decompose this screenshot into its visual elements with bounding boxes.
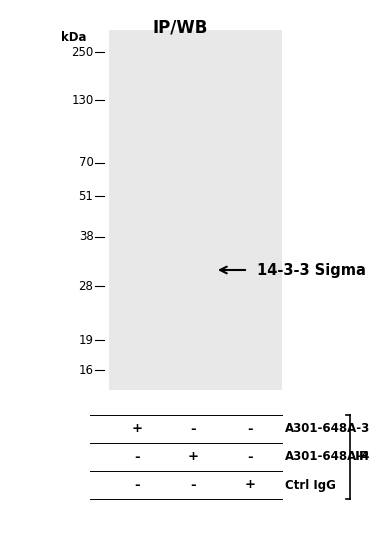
Text: -: - <box>190 423 196 435</box>
Bar <box>109 30 282 390</box>
Text: -: - <box>190 479 196 491</box>
Text: A301-648A-3: A301-648A-3 <box>285 423 370 435</box>
Text: IP/WB: IP/WB <box>153 18 208 36</box>
Text: 28: 28 <box>79 279 93 293</box>
Text: 38: 38 <box>79 231 93 244</box>
Text: 250: 250 <box>71 46 93 59</box>
Text: -: - <box>247 423 253 435</box>
Text: +: + <box>131 423 142 435</box>
Text: 130: 130 <box>71 93 93 107</box>
Text: IP: IP <box>355 451 370 463</box>
Text: +: + <box>245 479 255 491</box>
Text: kDa: kDa <box>61 31 87 44</box>
Text: 19: 19 <box>78 333 93 346</box>
Text: 51: 51 <box>79 189 93 203</box>
Text: 14-3-3 Sigma: 14-3-3 Sigma <box>257 262 366 277</box>
Text: A301-648A-4: A301-648A-4 <box>285 451 371 463</box>
Text: -: - <box>134 451 140 463</box>
Text: -: - <box>134 479 140 491</box>
Text: Ctrl IgG: Ctrl IgG <box>285 479 336 491</box>
Text: 16: 16 <box>78 363 93 377</box>
Text: +: + <box>187 451 199 463</box>
Text: 70: 70 <box>79 156 93 170</box>
Text: -: - <box>247 451 253 463</box>
